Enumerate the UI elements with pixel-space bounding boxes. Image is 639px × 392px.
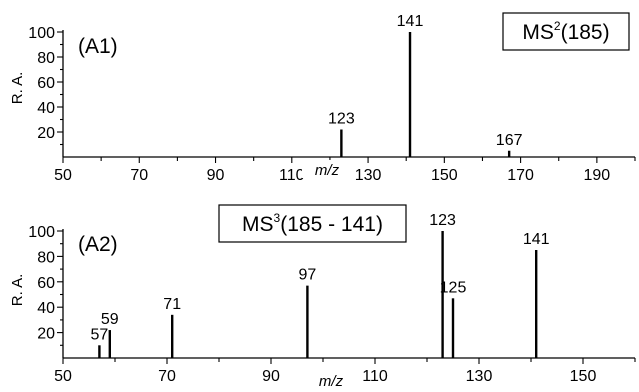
ms-title-main: MS [242,213,274,236]
y-axis-label: R. A. [9,72,26,105]
x-tick-label: 70 [130,167,148,184]
y-tick-label: 80 [37,249,55,266]
spectrum-panel-a2: 50 70 90 110 130 150 20 40 60 80 100 R. A. m/z (A2) MS… [9,204,636,390]
x-axis-label: m/z [315,162,340,179]
peak-label-97: 97 [299,267,317,284]
y-tick-label: 60 [37,275,55,292]
ms-title-main: MS [522,21,554,44]
x-tick-label: 190 [584,167,611,184]
x-tick-label: 50 [54,167,72,184]
x-tick-label: 110 [362,368,388,385]
peak-label-123: 123 [429,212,456,229]
x-tick-label: 90 [207,167,225,184]
x-tick-label: 150 [570,368,597,385]
peak-label-167: 167 [496,132,523,149]
y-tick-label: 20 [37,125,55,142]
x-tick-label: 130 [466,368,493,385]
panel-label: (A2) [78,233,118,256]
y-tick-label: 40 [37,300,55,317]
peak-label-141: 141 [397,13,424,30]
ms-title-box [502,12,630,51]
y-tick-label: 60 [37,75,55,92]
ms-title-superscript: 2 [554,19,561,33]
x-tick-label: 150 [431,167,458,184]
y-tick-label: 40 [37,100,55,117]
x-tick-label: 130 [355,167,382,184]
ms-title-box [218,204,407,243]
y-tick-label: 100 [28,224,55,241]
ms-title-superscript: 3 [274,211,281,225]
peak-label-59: 59 [101,311,119,328]
spectrum-panel-a1: 50 70 90 110 130 150 170 190 20 40 60 80 100 R. A. m/z… [9,12,636,184]
peak-label-125: 125 [440,279,467,296]
x-tick-label: 110 [279,167,305,184]
peak-label-71: 71 [163,296,181,313]
x-tick-label: 50 [54,368,72,385]
y-tick-label: 100 [28,25,55,42]
y-axis-label: R. A. [9,274,26,307]
y-tick-label: 80 [37,50,55,67]
x-axis-label: m/z [319,373,344,390]
x-tick-label: 90 [262,368,280,385]
ms-title: MS2(185) [522,19,609,44]
y-tick-label: 20 [37,326,55,343]
ms-title-precursor: (185) [561,21,610,44]
ms-title-precursor: (185 - 141) [280,213,383,236]
peak-label-57: 57 [91,326,109,343]
peak-label-123: 123 [328,111,355,128]
x-tick-label: 170 [507,167,534,184]
x-axis-label-mask [302,160,354,178]
x-tick-label: 70 [158,368,176,385]
peak-label-141: 141 [523,231,550,248]
panel-label: (A1) [78,35,118,58]
ms-title: MS3(185 - 141) [242,211,383,236]
